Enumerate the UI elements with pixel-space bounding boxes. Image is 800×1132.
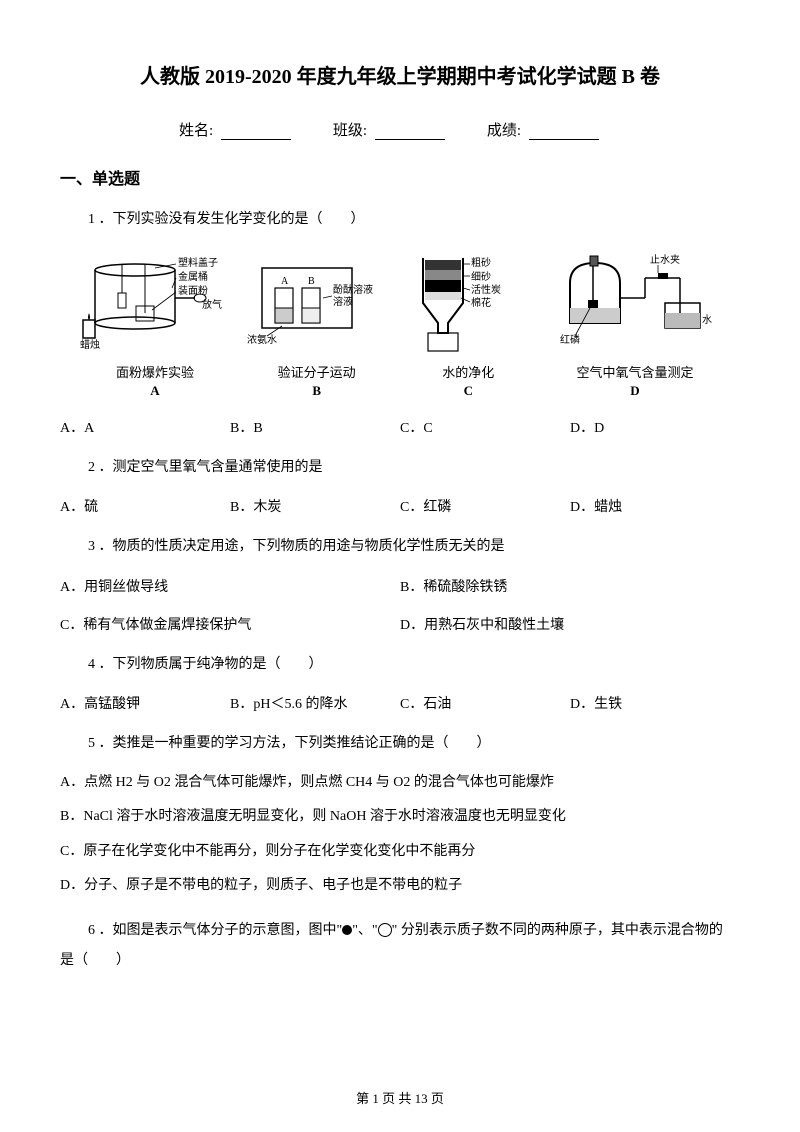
q3-options-2: C．稀有气体做金属焊接保护气 D．用熟石灰中和酸性土壤 xyxy=(60,614,740,634)
diagram-b-label: 验证分子运动 xyxy=(247,362,387,381)
q3-options-1: A．用铜丝做导线 B．稀硫酸除铁锈 xyxy=(60,576,740,596)
q6-mid1: "、" xyxy=(352,923,377,938)
q2-opt-a: A．硫 xyxy=(60,496,230,516)
q1-diagrams: 塑料盖子 金属桶 装面粉 放气 蜡烛 面粉爆炸实验 A A B 浓氨水 酚酞溶液… xyxy=(80,248,720,399)
svg-text:放气: 放气 xyxy=(202,298,222,311)
q1-opt-b: B．B xyxy=(230,417,400,437)
q2-text: 2 ．测定空气里氧气含量通常使用的是 xyxy=(60,455,740,480)
empty-circle-icon xyxy=(378,923,392,937)
page-footer: 第 1 页 共 13 页 xyxy=(0,1088,800,1107)
q2-opt-b: B．木炭 xyxy=(230,496,400,516)
q2-opt-d: D．蜡烛 xyxy=(570,496,740,516)
q4-options: A．高锰酸钾 B．pH＜5.6 的降水 C．石油 D．生铁 xyxy=(60,693,740,713)
q5-options: A．点燃 H2 与 O2 混合气体可能爆炸，则点燃 CH4 与 O2 的混合气体… xyxy=(60,772,740,898)
q4-opt-b: B．pH＜5.6 的降水 xyxy=(230,693,400,713)
svg-text:蜡烛: 蜡烛 xyxy=(80,338,100,351)
diagram-a-label: 面粉爆炸实验 xyxy=(80,362,230,381)
svg-text:B: B xyxy=(308,276,315,287)
student-info: 姓名: 班级: 成绩: xyxy=(60,119,740,140)
page-title: 人教版 2019-2020 年度九年级上学期期中考试化学试题 B 卷 xyxy=(60,60,740,89)
svg-text:水: 水 xyxy=(702,314,712,326)
q4-text: 4 ．下列物质属于纯净物的是（ ） xyxy=(60,652,740,677)
q6-suffix: 是（ ） xyxy=(60,953,130,968)
q4-opt-d: D．生铁 xyxy=(570,693,740,713)
q1-opt-a: A．A xyxy=(60,417,230,437)
svg-text:活性炭: 活性炭 xyxy=(471,283,501,296)
diagram-a: 塑料盖子 金属桶 装面粉 放气 蜡烛 面粉爆炸实验 A xyxy=(80,248,230,399)
diagram-c: 粗砂 细砂 活性炭 棉花 水的净化 C xyxy=(403,248,533,399)
q5-text: 5 ．类推是一种重要的学习方法，下列类推结论正确的是（ ） xyxy=(60,731,740,756)
svg-text:棉花: 棉花 xyxy=(471,296,491,309)
q1-opt-d: D．D xyxy=(570,417,740,437)
q2-opt-c: C．红磷 xyxy=(400,496,570,516)
svg-text:塑料盖子: 塑料盖子 xyxy=(178,256,218,269)
svg-text:浓氨水: 浓氨水 xyxy=(247,333,277,346)
name-blank xyxy=(221,139,291,140)
section-header: 一、单选题 xyxy=(60,165,740,189)
q1-options: A．A B．B C．C D．D xyxy=(60,417,740,437)
svg-text:溶液: 溶液 xyxy=(333,295,353,308)
svg-text:细砂: 细砂 xyxy=(471,270,491,283)
svg-text:金属桶: 金属桶 xyxy=(178,270,208,283)
q5-opt-c: C．原子在化学变化中不能再分，则分子在化学变化变化中不能再分 xyxy=(60,841,740,863)
q6-prefix: 6 ．如图是表示气体分子的示意图，图中" xyxy=(88,923,342,938)
class-blank xyxy=(375,139,445,140)
q5-opt-d: D．分子、原子是不带电的粒子，则质子、电子也是不带电的粒子 xyxy=(60,875,740,897)
q5-opt-a: A．点燃 H2 与 O2 混合气体可能爆炸，则点燃 CH4 与 O2 的混合气体… xyxy=(60,772,740,794)
diagram-c-letter: C xyxy=(403,383,533,399)
q3-text: 3 ．物质的性质决定用途，下列物质的用途与物质化学性质无关的是 xyxy=(60,534,740,559)
name-label: 姓名: xyxy=(179,123,213,139)
diagram-b-letter: B xyxy=(247,383,387,399)
diagram-a-letter: A xyxy=(80,383,230,399)
svg-text:A: A xyxy=(281,276,289,287)
class-label: 班级: xyxy=(333,123,367,139)
q3-opt-b: B．稀硫酸除铁锈 xyxy=(400,576,740,596)
diagram-b: A B 浓氨水 酚酞溶液 溶液 验证分子运动 B xyxy=(247,248,387,399)
svg-text:粗砂: 粗砂 xyxy=(471,256,491,269)
q6-mid2: " 分别表示质子数不同的两种原子，其中表示混合物的 xyxy=(392,923,723,938)
svg-text:红磷: 红磷 xyxy=(560,333,580,346)
score-label: 成绩: xyxy=(487,123,521,139)
q5-opt-b: B．NaCl 溶于水时溶液温度无明显变化，则 NaOH 溶于水时溶液温度也无明显… xyxy=(60,806,740,828)
q3-opt-d: D．用熟石灰中和酸性土壤 xyxy=(400,614,740,634)
q3-opt-a: A．用铜丝做导线 xyxy=(60,576,400,596)
q1-text: 1 ．下列实验没有发生化学变化的是（ ） xyxy=(60,207,740,232)
diagram-c-label: 水的净化 xyxy=(403,362,533,381)
q3-opt-c: C．稀有气体做金属焊接保护气 xyxy=(60,614,400,634)
q4-opt-a: A．高锰酸钾 xyxy=(60,693,230,713)
q4-opt-c: C．石油 xyxy=(400,693,570,713)
q1-opt-c: C．C xyxy=(400,417,570,437)
diagram-d-letter: D xyxy=(550,383,720,399)
svg-text:装面粉: 装面粉 xyxy=(178,284,208,297)
diagram-d-label: 空气中氧气含量测定 xyxy=(550,362,720,381)
q2-options: A．硫 B．木炭 C．红磷 D．蜡烛 xyxy=(60,496,740,516)
diagram-d: 止水夹 红磷 水 空气中氧气含量测定 D xyxy=(550,248,720,399)
filled-circle-icon xyxy=(342,925,352,935)
svg-text:止水夹: 止水夹 xyxy=(650,253,680,266)
score-blank xyxy=(529,139,599,140)
q6-text: 6 ．如图是表示气体分子的示意图，图中" "、" " 分别表示质子数不同的两种原子，… xyxy=(60,916,740,978)
svg-text:酚酞溶液: 酚酞溶液 xyxy=(333,283,373,296)
